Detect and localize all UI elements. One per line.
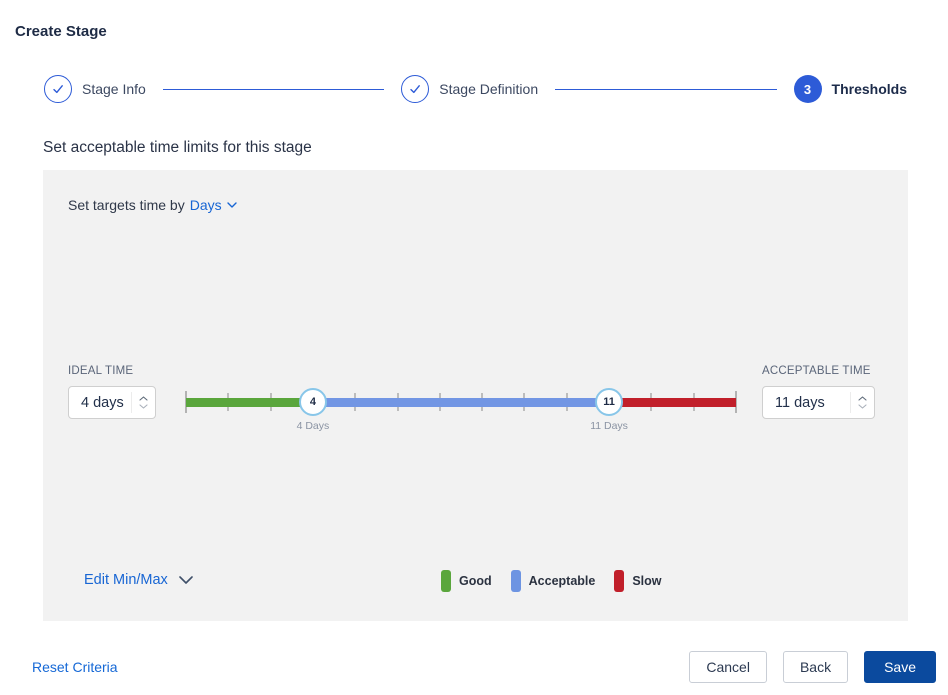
legend-label: Good [459, 574, 492, 588]
ideal-time-input[interactable]: 4 days [68, 386, 156, 419]
chevron-down-icon[interactable] [139, 404, 148, 409]
legend-item: Acceptable [510, 570, 596, 592]
step-stage-info[interactable]: Stage Info [44, 75, 146, 103]
acceptable-handle-day-label: 11 Days [590, 420, 628, 432]
chevron-up-icon[interactable] [139, 396, 148, 401]
acceptable-slider-handle[interactable]: 11 [595, 388, 624, 416]
chevron-down-icon[interactable] [858, 404, 867, 409]
back-button[interactable]: Back [782, 651, 849, 683]
acceptable-time-group: ACCEPTABLE TIME 11 days [762, 365, 875, 419]
ideal-time-spinner[interactable] [131, 391, 148, 414]
chevron-down-icon [226, 202, 237, 208]
thresholds-panel: Set targets time by Days IDEAL TIME 4 da… [43, 170, 908, 621]
save-button[interactable]: Save [864, 651, 936, 683]
unit-dropdown[interactable]: Days [190, 197, 237, 213]
slider-tick [735, 391, 737, 413]
legend-swatch [510, 570, 521, 592]
threshold-slider: 4 4 Days 11 11 Days [185, 365, 737, 437]
step-connector [162, 88, 385, 90]
ideal-time-label: IDEAL TIME [68, 365, 134, 377]
acceptable-time-value: 11 days [775, 394, 825, 411]
targets-prefix-label: Set targets time by [68, 197, 185, 213]
legend-swatch [614, 570, 625, 592]
targets-row: Set targets time by Days [68, 197, 237, 213]
legend-swatch [441, 570, 451, 592]
acceptable-time-input[interactable]: 11 days [762, 386, 875, 419]
step-connector [555, 88, 777, 90]
slider-segment-acceptable [312, 398, 610, 407]
stepper: Stage Info Stage Definition 3 Thresholds [44, 75, 907, 103]
step-label: Thresholds [831, 81, 908, 97]
slider-segment-good [186, 398, 313, 407]
chevron-down-icon [179, 575, 193, 584]
footer-buttons: Cancel Back Save [689, 651, 936, 683]
edit-minmax-label: Edit Min/Max [84, 572, 168, 588]
step-label: Stage Definition [439, 81, 539, 97]
ideal-time-value: 4 days [81, 394, 124, 411]
legend-label: Slow [632, 574, 662, 588]
ideal-slider-handle[interactable]: 4 [298, 388, 327, 416]
reset-criteria-link[interactable]: Reset Criteria [32, 659, 118, 675]
edit-minmax-toggle[interactable]: Edit Min/Max [84, 572, 193, 588]
acceptable-time-label: ACCEPTABLE TIME [762, 365, 871, 377]
legend-label: Acceptable [528, 574, 596, 588]
acceptable-time-spinner[interactable] [850, 391, 867, 414]
legend: Good Acceptable Slow [441, 570, 662, 592]
step-stage-definition[interactable]: Stage Definition [401, 75, 538, 103]
cancel-button[interactable]: Cancel [689, 651, 767, 683]
unit-dropdown-value: Days [189, 197, 222, 213]
ideal-handle-day-label: 4 Days [296, 420, 330, 432]
check-icon [44, 75, 72, 103]
legend-item: Slow [614, 570, 662, 592]
ideal-time-group: IDEAL TIME 4 days [68, 365, 156, 419]
step-thresholds[interactable]: 3 Thresholds [793, 75, 908, 103]
step-label: Stage Info [82, 81, 146, 97]
section-heading: Set acceptable time limits for this stag… [43, 139, 312, 156]
slider-segment-slow [609, 398, 736, 407]
chevron-up-icon[interactable] [858, 396, 867, 401]
check-icon [401, 75, 430, 103]
page-title: Create Stage [15, 23, 107, 40]
step-number-badge: 3 [793, 75, 822, 103]
legend-item: Good [441, 570, 492, 592]
